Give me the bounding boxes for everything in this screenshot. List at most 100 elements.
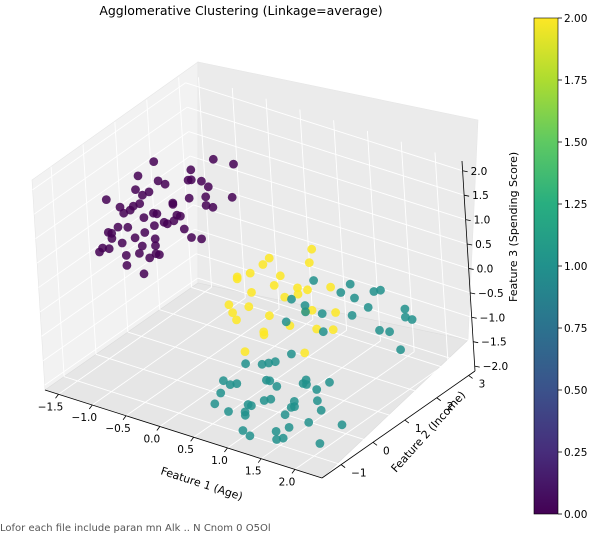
scatter-point bbox=[300, 301, 310, 310]
scatter-point bbox=[385, 327, 394, 337]
scatter-point bbox=[122, 261, 132, 270]
x-tick-label: 0.5 bbox=[177, 444, 194, 456]
scatter-point bbox=[216, 388, 226, 398]
scatter-point bbox=[336, 288, 346, 297]
scatter-point bbox=[163, 219, 172, 229]
scatter-point bbox=[271, 427, 281, 436]
z-tick-mark bbox=[468, 268, 474, 270]
z-tick-mark bbox=[465, 219, 471, 221]
scatter-point bbox=[313, 396, 322, 406]
scatter-point bbox=[244, 302, 254, 312]
x-tick-mark bbox=[190, 436, 194, 442]
y-tick-mark bbox=[404, 419, 410, 424]
z-gridline bbox=[190, 155, 468, 245]
y-tick-label: 0 bbox=[383, 445, 390, 457]
z-gridline bbox=[36, 155, 191, 264]
y-gridline bbox=[63, 376, 342, 466]
scatter-point bbox=[275, 271, 285, 281]
x-tick-mark bbox=[156, 426, 161, 431]
scatter-point bbox=[241, 359, 251, 369]
scatter-point bbox=[238, 426, 248, 435]
scatter-point bbox=[232, 379, 242, 388]
x-tick-mark bbox=[88, 404, 93, 410]
scatter-point bbox=[347, 311, 357, 320]
scatter-point bbox=[113, 222, 123, 232]
z-gridline bbox=[191, 180, 469, 269]
scatter-point bbox=[197, 176, 206, 186]
scatter-point bbox=[396, 345, 405, 355]
x-gridline bbox=[159, 319, 314, 427]
y-gridline bbox=[82, 144, 97, 355]
scatter-point bbox=[272, 435, 281, 444]
scatter-point bbox=[286, 403, 296, 412]
scatter-point bbox=[245, 431, 255, 441]
scatter-point bbox=[376, 285, 385, 295]
scatter-point bbox=[270, 357, 280, 367]
axis-lines bbox=[44, 160, 480, 479]
scatter-point bbox=[232, 315, 241, 325]
x-tick-mark bbox=[224, 447, 228, 453]
y-gridline bbox=[95, 353, 374, 443]
colorbar-tick-label: 0.25 bbox=[564, 447, 587, 459]
x-tick-mark bbox=[291, 469, 296, 474]
scatter-point bbox=[317, 309, 327, 318]
y-tick-mark bbox=[468, 375, 473, 379]
x-tick-label: −1.0 bbox=[72, 412, 98, 424]
scatter-point bbox=[287, 349, 296, 359]
scatter-point bbox=[312, 324, 322, 334]
y-tick-label: −1 bbox=[351, 468, 366, 480]
z-gridline bbox=[197, 277, 475, 367]
scatter-point bbox=[104, 244, 114, 254]
scatter-point bbox=[247, 401, 256, 411]
x-tick-mark bbox=[55, 394, 59, 399]
scatter-point bbox=[280, 410, 290, 420]
scatter-point bbox=[131, 185, 140, 195]
scatter-point bbox=[278, 433, 288, 443]
scatter-3d-figure: Agglomerative Clustering (Linkage=averag… bbox=[31, 3, 587, 520]
z-tick-label: 2.0 bbox=[471, 166, 488, 178]
scatter-point bbox=[119, 208, 129, 218]
scatter-point bbox=[304, 258, 314, 267]
scatter-point bbox=[287, 294, 296, 304]
x-tick-label: 1.5 bbox=[245, 466, 262, 478]
scatter-point bbox=[315, 439, 325, 448]
scatter-point bbox=[203, 182, 213, 192]
scatter-point bbox=[337, 420, 347, 430]
scatter-point bbox=[179, 224, 189, 234]
scatter-point bbox=[259, 327, 269, 337]
x-tick-label: 0.0 bbox=[144, 433, 161, 445]
scatter-point bbox=[153, 176, 163, 186]
z-gridline bbox=[42, 253, 197, 362]
scatter-point bbox=[140, 228, 150, 237]
z-axis-line bbox=[461, 160, 476, 372]
colorbar-gradient bbox=[533, 17, 559, 515]
scatter-point bbox=[139, 269, 149, 279]
scatter-point bbox=[201, 192, 211, 202]
colorbar-tick-label: 1.00 bbox=[564, 261, 587, 273]
scatter-point bbox=[264, 358, 274, 368]
z-tick-mark bbox=[471, 316, 477, 319]
scatter-point bbox=[225, 380, 235, 389]
x-gridline bbox=[299, 109, 314, 320]
scatter-point bbox=[300, 348, 310, 358]
z-gridline bbox=[188, 131, 466, 221]
scatter-point bbox=[265, 311, 274, 321]
x-gridline bbox=[58, 286, 212, 395]
colorbar-tick-label: 0.50 bbox=[564, 385, 587, 397]
colorbar-tick-label: 1.75 bbox=[564, 75, 587, 87]
scatter-point bbox=[307, 244, 317, 254]
scatter-point bbox=[258, 260, 268, 269]
scatter-point bbox=[117, 238, 127, 248]
z-gridline bbox=[32, 82, 186, 191]
z-gridline bbox=[41, 228, 195, 337]
scatter-point bbox=[375, 325, 384, 335]
scatter-point bbox=[149, 157, 159, 167]
scatter-point bbox=[123, 222, 133, 232]
chart-title: Agglomerative Clustering (Linkage=averag… bbox=[99, 3, 382, 18]
scatter-point bbox=[328, 325, 338, 334]
scatter-point bbox=[135, 199, 145, 209]
scatter-point bbox=[259, 396, 269, 405]
scatter-point bbox=[309, 276, 318, 285]
scatter-point bbox=[303, 285, 312, 295]
x-tick-label: −0.5 bbox=[105, 423, 131, 435]
